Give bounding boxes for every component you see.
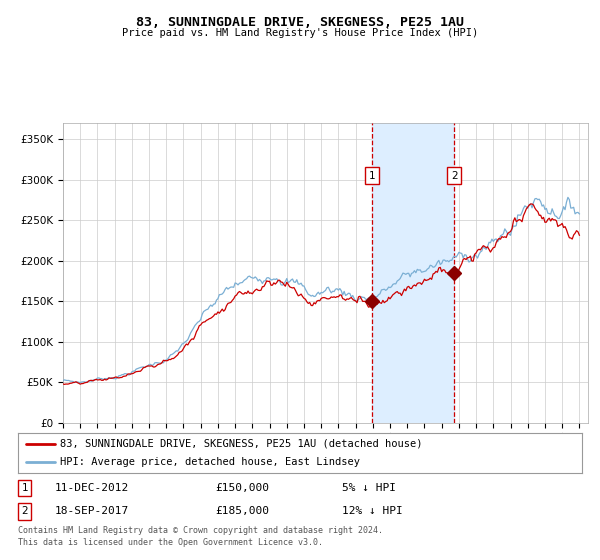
- Text: 11-DEC-2012: 11-DEC-2012: [55, 483, 129, 493]
- Text: 83, SUNNINGDALE DRIVE, SKEGNESS, PE25 1AU (detached house): 83, SUNNINGDALE DRIVE, SKEGNESS, PE25 1A…: [60, 439, 423, 449]
- Text: HPI: Average price, detached house, East Lindsey: HPI: Average price, detached house, East…: [60, 458, 360, 467]
- Text: This data is licensed under the Open Government Licence v3.0.: This data is licensed under the Open Gov…: [18, 538, 323, 547]
- Text: £150,000: £150,000: [215, 483, 269, 493]
- Text: £185,000: £185,000: [215, 506, 269, 516]
- Bar: [372, 123, 454, 423]
- Text: 1: 1: [22, 483, 28, 493]
- Text: Contains HM Land Registry data © Crown copyright and database right 2024.: Contains HM Land Registry data © Crown c…: [18, 526, 383, 535]
- Text: Price paid vs. HM Land Registry's House Price Index (HPI): Price paid vs. HM Land Registry's House …: [122, 28, 478, 38]
- Text: 1: 1: [368, 171, 375, 181]
- Text: 5% ↓ HPI: 5% ↓ HPI: [342, 483, 396, 493]
- Text: 12% ↓ HPI: 12% ↓ HPI: [342, 506, 403, 516]
- Text: 2: 2: [22, 506, 28, 516]
- Text: 2: 2: [451, 171, 457, 181]
- Text: 83, SUNNINGDALE DRIVE, SKEGNESS, PE25 1AU: 83, SUNNINGDALE DRIVE, SKEGNESS, PE25 1A…: [136, 16, 464, 29]
- Text: 18-SEP-2017: 18-SEP-2017: [55, 506, 129, 516]
